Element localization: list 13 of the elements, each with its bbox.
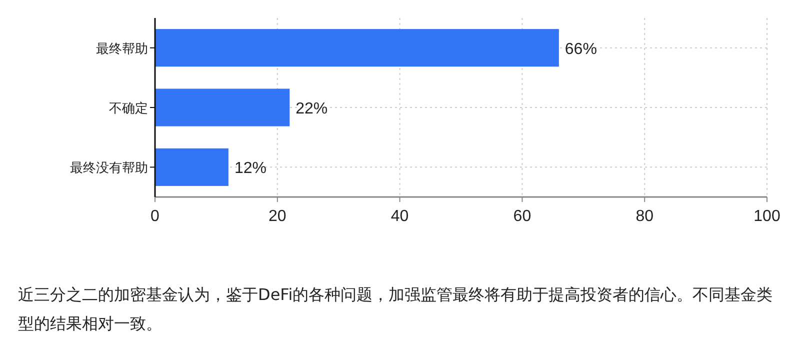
y-tick-label: 不确定 [109, 102, 148, 116]
x-tick-label: 60 [513, 208, 532, 225]
x-tick-label: 80 [636, 208, 654, 225]
data-label: 22% [296, 100, 328, 118]
x-tick-label: 40 [390, 208, 409, 225]
y-tick-label: 最终没有帮助 [70, 161, 148, 176]
x-tick-label: 20 [268, 208, 286, 225]
data-label: 12% [234, 160, 266, 178]
data-label: 66% [564, 40, 597, 58]
x-tick-label: 100 [754, 208, 780, 225]
y-tick-label: 最终帮助 [96, 42, 148, 57]
text: 近三分之二的加密基金认为，鉴于DeFi的各种问题，加强监管最终将有助于提高投资者的信心。不同基金类型的结果相对一致。 [18, 284, 774, 335]
x-tick-label: 0 [150, 208, 160, 225]
